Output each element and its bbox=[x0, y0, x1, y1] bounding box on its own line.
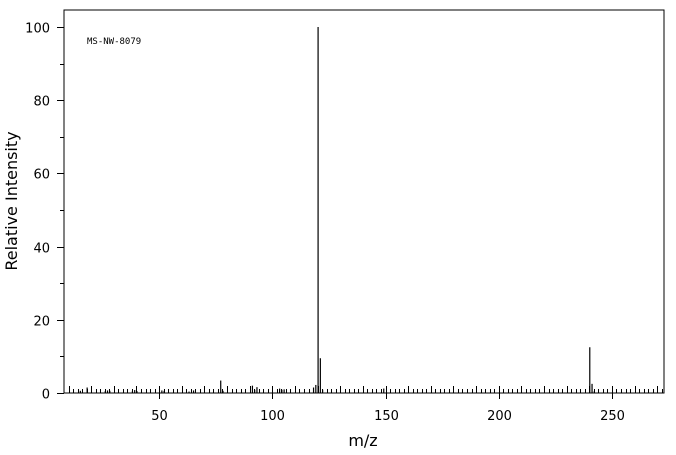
y-tick-label: 40 bbox=[33, 242, 50, 257]
x-tick-label: 50 bbox=[151, 409, 168, 424]
spectrum-id-annotation: MS-NW-8079 bbox=[87, 37, 141, 47]
x-tick-label: 250 bbox=[600, 409, 625, 424]
x-axis: 50 100 150 200 250 bbox=[69, 386, 663, 424]
y-tick-label: 20 bbox=[33, 315, 50, 330]
y-tick-label: 80 bbox=[33, 95, 50, 110]
plot-frame bbox=[63, 9, 665, 394]
y-axis-title: Relative Intensity bbox=[2, 131, 21, 270]
x-tick-label: 150 bbox=[374, 409, 399, 424]
y-tick-label: 100 bbox=[25, 22, 50, 37]
peaks-layer bbox=[79, 27, 595, 393]
x-tick-label: 200 bbox=[487, 409, 512, 424]
y-tick-label: 60 bbox=[33, 168, 50, 183]
y-tick-label: 0 bbox=[42, 388, 50, 403]
x-tick-label: 100 bbox=[260, 409, 285, 424]
y-axis: 0 20 40 60 80 100 bbox=[25, 22, 64, 403]
x-axis-title: m/z bbox=[348, 431, 377, 450]
